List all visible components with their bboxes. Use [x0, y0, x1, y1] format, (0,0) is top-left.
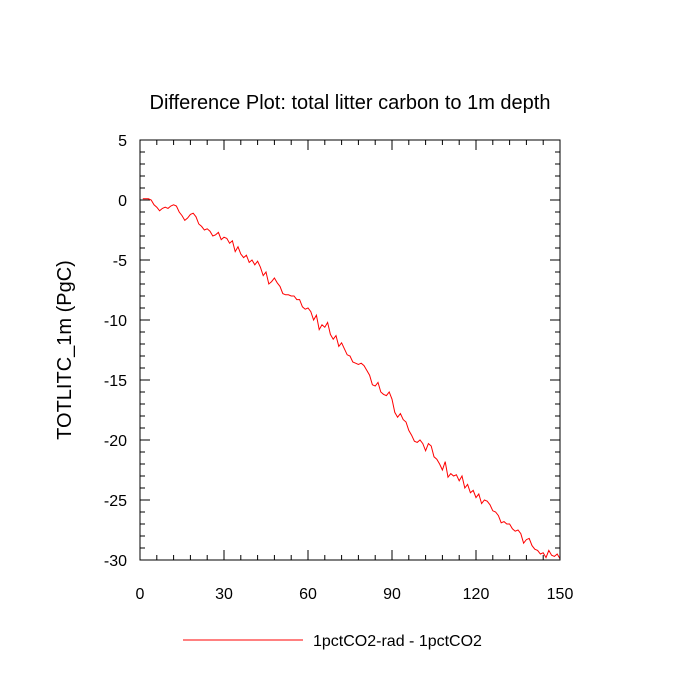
y-tick-label: -25	[104, 493, 127, 510]
x-tick-label: 120	[463, 586, 490, 603]
axis-tick-labels: 0 30 60 90 120 150 5 0 -5 -10 -15 -20 -25 -30	[104, 133, 574, 603]
legend: 1pctCO2-rad - 1pctCO2	[183, 633, 482, 650]
chart-title: Difference Plot: total litter carbon to …	[150, 92, 551, 114]
y-tick-label: -30	[104, 553, 127, 570]
axis-ticks	[139, 139, 561, 561]
y-tick-label: -5	[113, 253, 127, 270]
y-tick-label: 5	[118, 133, 127, 150]
y-tick-label: -20	[104, 433, 127, 450]
x-tick-label: 60	[299, 586, 317, 603]
y-tick-label: -15	[104, 373, 127, 390]
x-tick-label: 150	[547, 586, 574, 603]
x-tick-label: 90	[383, 586, 401, 603]
legend-label: 1pctCO2-rad - 1pctCO2	[313, 633, 482, 650]
y-tick-label: 0	[118, 193, 127, 210]
x-tick-label: 0	[136, 586, 145, 603]
plot-lines	[142, 198, 561, 560]
x-tick-label: 30	[215, 586, 233, 603]
series-line	[142, 198, 561, 560]
y-axis-label: TOTLITC_1m (PgC)	[54, 260, 76, 440]
y-tick-label: -10	[104, 313, 127, 330]
plot-frame	[139, 139, 561, 561]
